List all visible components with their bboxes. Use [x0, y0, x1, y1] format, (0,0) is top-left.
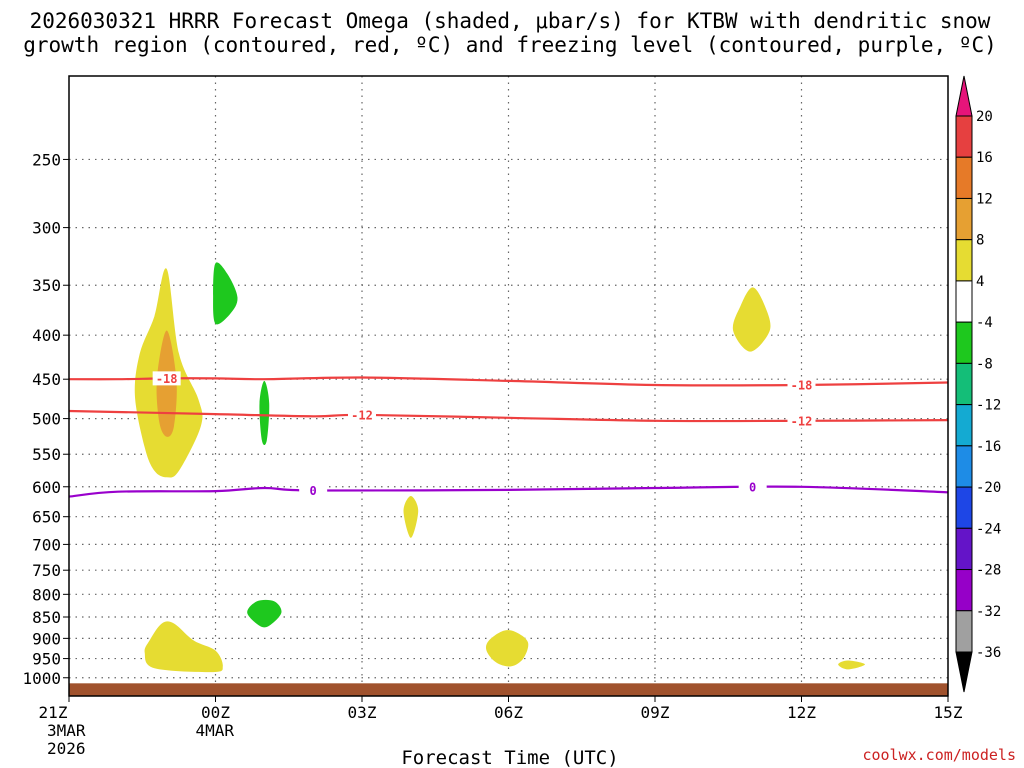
colorbar-band	[955, 321, 973, 364]
colorbar-bottom-arrow	[955, 651, 973, 693]
isotherm-label: -12	[351, 408, 373, 422]
colorbar-band	[955, 486, 973, 529]
isotherm-label: 0	[749, 481, 756, 495]
colorbar-label: 12	[976, 191, 993, 207]
colorbar-label: -12	[976, 398, 1001, 414]
isotherm-label: 0	[310, 484, 317, 498]
colorbar-label: -28	[976, 563, 1001, 579]
x-tick-label: 06Z	[494, 703, 523, 722]
isotherm-line	[68, 376, 949, 387]
chart-title-line-1: 2026030321 HRRR Forecast Omega (shaded, …	[30, 9, 991, 33]
isotherm-label-bg	[152, 371, 181, 386]
x-tick-date: 3MAR	[47, 721, 86, 740]
colorbar-legend: 20 16 12 8 4 -4 -8 -12 -16 -20 -24 -28 -32 -36	[955, 75, 1001, 693]
y-tick-label: 700	[32, 535, 61, 554]
y-tick-label: 450	[32, 370, 61, 389]
temperature-contours: -18 -18 -12 -12 0 0	[68, 371, 949, 498]
isotherm-label-bg	[738, 480, 767, 495]
isotherm-label-bg	[348, 407, 376, 422]
colorbar-band	[955, 569, 973, 612]
x-tick-label: 00Z	[201, 703, 230, 722]
colorbar-band	[955, 239, 973, 282]
omega-region	[403, 496, 419, 538]
terrain-bar	[69, 683, 948, 696]
colorbar-band	[955, 362, 973, 406]
colorbar-label: 16	[976, 150, 993, 166]
x-tick-label: 12Z	[787, 703, 816, 722]
x-tick-label: 21Z	[39, 703, 68, 722]
colorbar-band	[955, 115, 973, 158]
y-tick-label: 750	[32, 561, 61, 580]
x-tick-year: 2026	[47, 739, 86, 758]
chart-title-line-2: growth region (contoured, red, ºC) and f…	[23, 33, 997, 57]
colorbar-label: -20	[976, 480, 1001, 496]
y-tick-label: 500	[32, 410, 61, 429]
omega-region	[838, 660, 865, 670]
isotherm-label-bg	[787, 377, 816, 392]
y-tick-label: 650	[32, 508, 61, 527]
colorbar-band	[955, 610, 973, 653]
credit-text: coolwx.com/models	[862, 746, 1016, 764]
isotherm-label: -18	[791, 378, 813, 392]
x-axis-label: Forecast Time (UTC)	[401, 747, 618, 768]
terrain-fill	[69, 683, 948, 696]
isotherm-line	[68, 485, 949, 498]
omega-region	[247, 599, 282, 628]
y-tick-label: 800	[32, 585, 61, 604]
y-tick-label: 1000	[22, 669, 61, 688]
colorbar-band	[955, 280, 973, 323]
y-tick-label: 350	[32, 276, 61, 295]
colorbar-top-arrow	[955, 75, 973, 117]
omega-region	[213, 262, 238, 325]
omega-region	[732, 287, 771, 352]
colorbar-label: -36	[976, 645, 1001, 661]
colorbar-band	[955, 156, 973, 199]
x-tick-label: 15Z	[934, 703, 963, 722]
y-tick-label: 300	[32, 219, 61, 238]
colorbar-band	[955, 197, 973, 241]
omega-shading	[134, 262, 865, 673]
y-tick-label: 950	[32, 650, 61, 669]
colorbar-label: 4	[976, 274, 984, 290]
y-tick-label: 600	[32, 478, 61, 497]
grid-lines	[69, 76, 948, 696]
isotherm-label: -12	[791, 414, 813, 428]
y-tick-label: 550	[32, 445, 61, 464]
colorbar-label: -32	[976, 604, 1001, 620]
y-tick-label: 250	[32, 150, 61, 169]
colorbar-band	[955, 527, 973, 571]
x-tick-label: 03Z	[348, 703, 377, 722]
x-tick-date: 4MAR	[196, 721, 235, 740]
isotherm-label: -18	[156, 372, 178, 386]
colorbar-label: 8	[976, 233, 984, 249]
y-axis-ticks: 250 300 350 400 450 500 550 600 650 700 750 800 850 9…	[22, 150, 69, 688]
colorbar-band	[955, 404, 973, 447]
colorbar-label: 20	[976, 109, 993, 125]
isotherm-label-bg	[299, 483, 328, 498]
x-tick-label: 09Z	[641, 703, 670, 722]
omega-region	[144, 621, 223, 673]
y-tick-label: 400	[32, 326, 61, 345]
colorbar-label: -16	[976, 439, 1001, 455]
y-tick-label: 900	[32, 629, 61, 648]
colorbar-label: -24	[976, 521, 1001, 537]
isotherm-label-bg	[787, 413, 816, 428]
omega-region	[259, 380, 270, 446]
colorbar-label: -4	[976, 315, 993, 331]
colorbar-label: -8	[976, 356, 993, 372]
omega-region	[485, 630, 529, 667]
colorbar-band	[955, 445, 973, 488]
y-tick-label: 850	[32, 608, 61, 627]
